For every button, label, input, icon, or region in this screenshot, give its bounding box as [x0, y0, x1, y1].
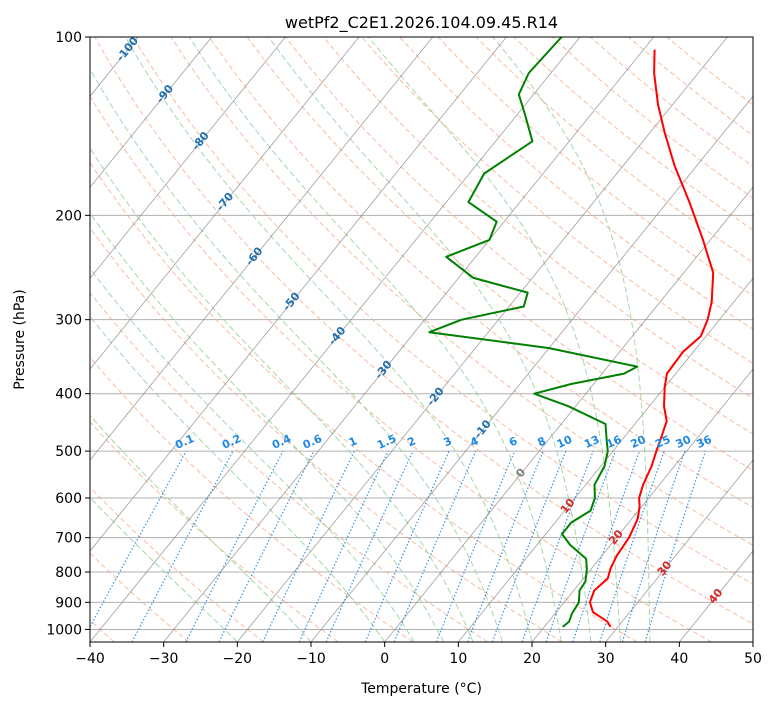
mixing-ratio-line-0.1 — [90, 450, 187, 629]
isotherm--60 — [90, 37, 434, 461]
moist-adiabat-24 — [188, 37, 562, 642]
dry-adiabat-80 — [208, 37, 753, 508]
x-axis-label: Temperature (°C) — [360, 681, 482, 697]
moist-adiabat-12 — [90, 147, 474, 642]
dry-adiabat-30 — [90, 161, 638, 642]
mixing-ratio-label: 10 — [555, 433, 575, 451]
y-tick-label: 1000 — [46, 622, 82, 638]
isotherm--80 — [90, 37, 286, 279]
isotherm--10 — [310, 95, 753, 642]
dry-adiabat-10 — [90, 291, 488, 642]
x-tick-label: −30 — [149, 651, 179, 667]
plot-frame — [89, 36, 754, 643]
mixing-ratio-line-0.6 — [218, 450, 315, 642]
mixing-ratio-line-6 — [435, 450, 516, 642]
y-tick-label: 800 — [55, 565, 82, 581]
dry-adiabat-120 — [361, 37, 753, 365]
mixing-ratio-label: 13 — [582, 433, 601, 451]
mixing-ratio-line-3 — [364, 450, 450, 642]
dry-adiabat-60 — [132, 37, 753, 585]
mixing-ratio-lines — [90, 450, 707, 642]
isotherm-0 — [384, 186, 753, 642]
x-tick-label: 20 — [523, 651, 541, 667]
y-tick-label: 900 — [55, 595, 82, 611]
dry-adiabat-110 — [323, 37, 753, 399]
x-tick-label: 10 — [449, 651, 467, 667]
pressure-grid — [90, 37, 753, 630]
mixing-ratio-line-25 — [599, 450, 665, 642]
x-tick-label: −10 — [296, 651, 326, 667]
mixing-ratio-line-30 — [621, 450, 686, 642]
moist-adiabat-32 — [368, 37, 621, 642]
x-tick-label: 40 — [670, 651, 688, 667]
isotherm--50 — [90, 37, 507, 552]
mixing-ratio-label: 20 — [629, 433, 649, 451]
profile-series — [428, 37, 715, 628]
y-tick-label: 600 — [55, 491, 82, 507]
mixing-ratio-line-10 — [491, 450, 567, 642]
isotherm--40 — [90, 37, 581, 642]
mixing-ratio-line-0.4 — [185, 450, 284, 642]
mixing-ratio-line-13 — [521, 450, 594, 642]
dry-adiabat-50 — [94, 37, 753, 625]
isotherm--90 — [90, 37, 213, 188]
moist-adiabat-36 — [492, 37, 651, 642]
x-tick-label: 30 — [597, 651, 615, 667]
mixing-ratio-line-8 — [466, 450, 544, 642]
isotherms — [90, 37, 753, 642]
x-tick-label: 0 — [380, 651, 389, 667]
moist-adiabat-20 — [124, 37, 533, 642]
isotherm-20 — [531, 368, 753, 642]
x-tick-label: −40 — [75, 651, 105, 667]
moist-adiabat-0 — [90, 315, 386, 642]
mixing-ratio-line-1.5 — [298, 450, 389, 642]
y-tick-label: 400 — [55, 387, 82, 403]
mixing-ratio-label: 36 — [694, 433, 714, 451]
dry-adiabat-20 — [90, 227, 563, 642]
y-tick-label: 500 — [55, 444, 82, 460]
mixing-ratio-line-2 — [325, 450, 414, 642]
dry-adiabat--10 — [90, 421, 339, 642]
y-tick-label: 700 — [55, 531, 82, 547]
moist-adiabat-16 — [90, 67, 503, 642]
y-tick-label: 300 — [55, 313, 82, 329]
isotherm--70 — [90, 37, 360, 370]
mixing-ratio-line-0.2 — [131, 450, 234, 642]
dewpoint-profile-line — [428, 37, 639, 628]
mixing-ratio-label: 16 — [604, 433, 624, 451]
x-tick-label: −20 — [223, 651, 253, 667]
dry-adiabat-70 — [170, 37, 753, 546]
moist-adiabat-8 — [90, 212, 445, 642]
x-tick-label: 50 — [744, 651, 762, 667]
mixing-ratio-label: 25 — [653, 433, 672, 451]
moist-adiabat-28 — [268, 37, 592, 642]
axes: −40 −30 −20 −10 0 10 20 30 40 50 100 200 300 400 500 60… — [46, 30, 762, 667]
chart-title: wetPf2_C2E1.2026.104.09.45.R14 — [285, 13, 558, 33]
plot-area: -100-90-80-70-60-50-40-30-20-10010203040… — [90, 37, 753, 642]
dry-adiabat--20 — [90, 486, 264, 642]
isotherm-30 — [605, 459, 753, 642]
dry-adiabat-90 — [246, 37, 753, 471]
y-axis-label: Pressure (hPa) — [12, 289, 28, 389]
y-tick-label: 200 — [55, 208, 82, 224]
mixing-ratio-line-16 — [545, 450, 616, 642]
dry-adiabat--30 — [90, 552, 190, 642]
isotherm-10 — [458, 277, 753, 642]
isotherm--30 — [163, 37, 655, 642]
y-tick-label: 100 — [55, 30, 82, 46]
dry-adiabat-40 — [90, 95, 712, 642]
mixing-ratio-line-20 — [572, 450, 641, 642]
mixing-ratio-label: 30 — [674, 433, 694, 451]
temperature-profile-line — [588, 49, 715, 628]
